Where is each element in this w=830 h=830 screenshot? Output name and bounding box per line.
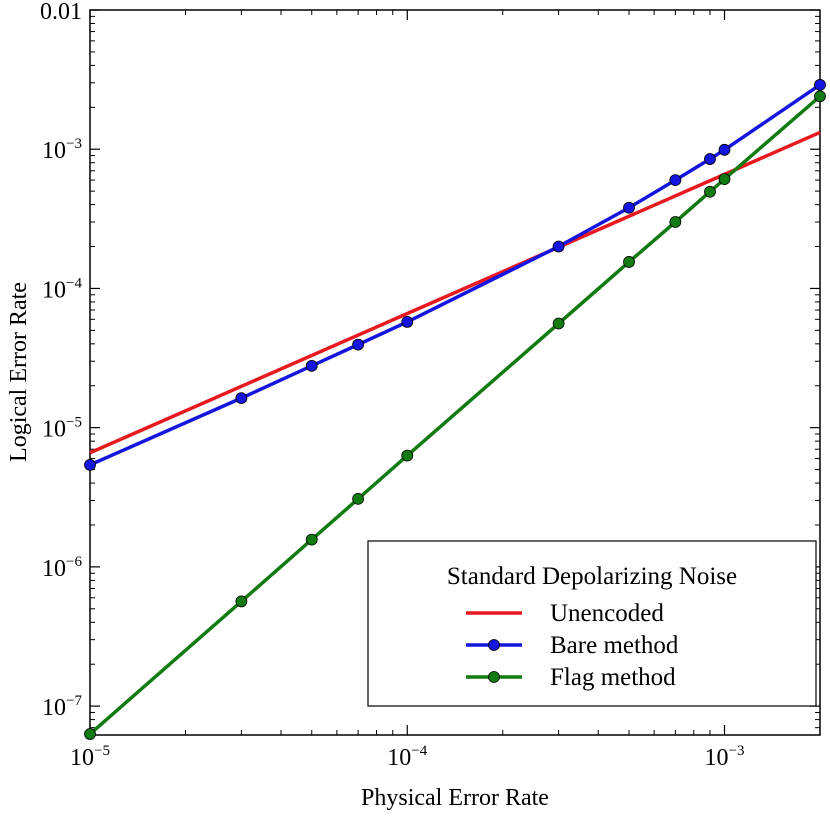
data-point-flag-method bbox=[84, 728, 96, 740]
series-bare-method bbox=[84, 78, 826, 471]
legend-box bbox=[367, 540, 817, 707]
series-line-unencoded bbox=[89, 130, 821, 455]
data-point-flag-method bbox=[235, 595, 248, 608]
y-tick-label: 0.01 bbox=[40, 0, 82, 25]
series-layer bbox=[84, 78, 826, 740]
legend-title: Standard Depolarizing Noise bbox=[447, 563, 737, 590]
x-tick-label: 10−3 bbox=[705, 743, 745, 771]
y-tick-label: 10−3 bbox=[42, 136, 82, 164]
plot-frame bbox=[89, 9, 821, 736]
legend-label-flag-method: Flag method bbox=[550, 664, 676, 691]
y-tick-exponent: −5 bbox=[66, 415, 82, 431]
y-tick-base: 10 bbox=[42, 277, 66, 303]
x-tick-label: 10−5 bbox=[70, 743, 110, 771]
y-tick-label: 10−5 bbox=[42, 415, 82, 443]
legend-entries: Unencoded Bare method Flag method bbox=[466, 600, 679, 691]
y-tick-base: 0.01 bbox=[40, 0, 82, 25]
data-point-bare-method bbox=[235, 392, 248, 405]
legend: Standard Depolarizing Noise Unencoded Bar… bbox=[367, 540, 817, 707]
y-tick-base: 10 bbox=[42, 556, 66, 582]
tick-labels: 10−5 10−4 10−310−710−610−510−410−30.01 bbox=[40, 0, 744, 771]
data-point-bare-method bbox=[401, 315, 414, 328]
y-axis-label: Logical Error Rate bbox=[6, 282, 32, 462]
y-tick-base: 10 bbox=[42, 417, 66, 443]
y-tick-base: 10 bbox=[42, 138, 66, 164]
data-point-bare-method bbox=[305, 359, 318, 372]
legend-label-bare-method: Bare method bbox=[550, 632, 679, 659]
x-tick-base: 10 bbox=[705, 745, 729, 771]
ticks bbox=[89, 9, 821, 735]
legend-marker-flag-method bbox=[488, 671, 500, 683]
legend-entry-unencoded: Unencoded bbox=[466, 600, 664, 627]
data-point-bare-method bbox=[718, 143, 731, 156]
y-tick-exponent: −6 bbox=[66, 554, 82, 570]
data-point-flag-method bbox=[352, 492, 365, 505]
data-point-bare-method bbox=[814, 78, 826, 91]
data-point-bare-method bbox=[704, 153, 716, 165]
data-point-bare-method bbox=[669, 174, 682, 187]
data-point-flag-method bbox=[401, 449, 414, 462]
legend-entry-flag-method: Flag method bbox=[466, 664, 676, 691]
data-point-flag-method bbox=[718, 173, 731, 186]
data-point-flag-method bbox=[704, 185, 716, 198]
series-line-bare-method bbox=[89, 83, 821, 467]
data-point-flag-method bbox=[552, 317, 565, 330]
data-point-bare-method bbox=[352, 338, 365, 351]
data-point-bare-method bbox=[552, 240, 565, 253]
data-point-flag-method bbox=[669, 216, 682, 228]
x-axis-label: Physical Error Rate bbox=[361, 785, 549, 811]
y-tick-exponent: −7 bbox=[66, 693, 82, 709]
x-tick-base: 10 bbox=[387, 745, 411, 771]
y-tick-base: 10 bbox=[42, 695, 66, 721]
legend-marker-bare-method bbox=[488, 639, 500, 651]
y-tick-exponent: −3 bbox=[66, 136, 82, 152]
legend-entry-bare-method: Bare method bbox=[466, 632, 679, 659]
series-unencoded bbox=[89, 130, 821, 455]
data-point-bare-method bbox=[84, 459, 96, 471]
x-tick-exponent: −4 bbox=[411, 743, 427, 759]
data-point-flag-method bbox=[814, 90, 826, 103]
data-point-bare-method bbox=[623, 201, 635, 214]
x-tick-exponent: −5 bbox=[94, 743, 110, 759]
y-tick-label: 10−6 bbox=[42, 554, 82, 582]
x-tick-exponent: −3 bbox=[729, 743, 745, 759]
y-tick-label: 10−4 bbox=[42, 275, 82, 303]
series-flag-method bbox=[84, 90, 826, 740]
x-tick-base: 10 bbox=[70, 745, 94, 771]
x-tick-label: 10−4 bbox=[387, 743, 427, 771]
legend-label-unencoded: Unencoded bbox=[550, 600, 664, 627]
y-tick-label: 10−7 bbox=[42, 693, 82, 721]
data-point-flag-method bbox=[305, 533, 318, 546]
y-tick-exponent: −4 bbox=[66, 275, 82, 291]
data-point-flag-method bbox=[623, 256, 635, 268]
